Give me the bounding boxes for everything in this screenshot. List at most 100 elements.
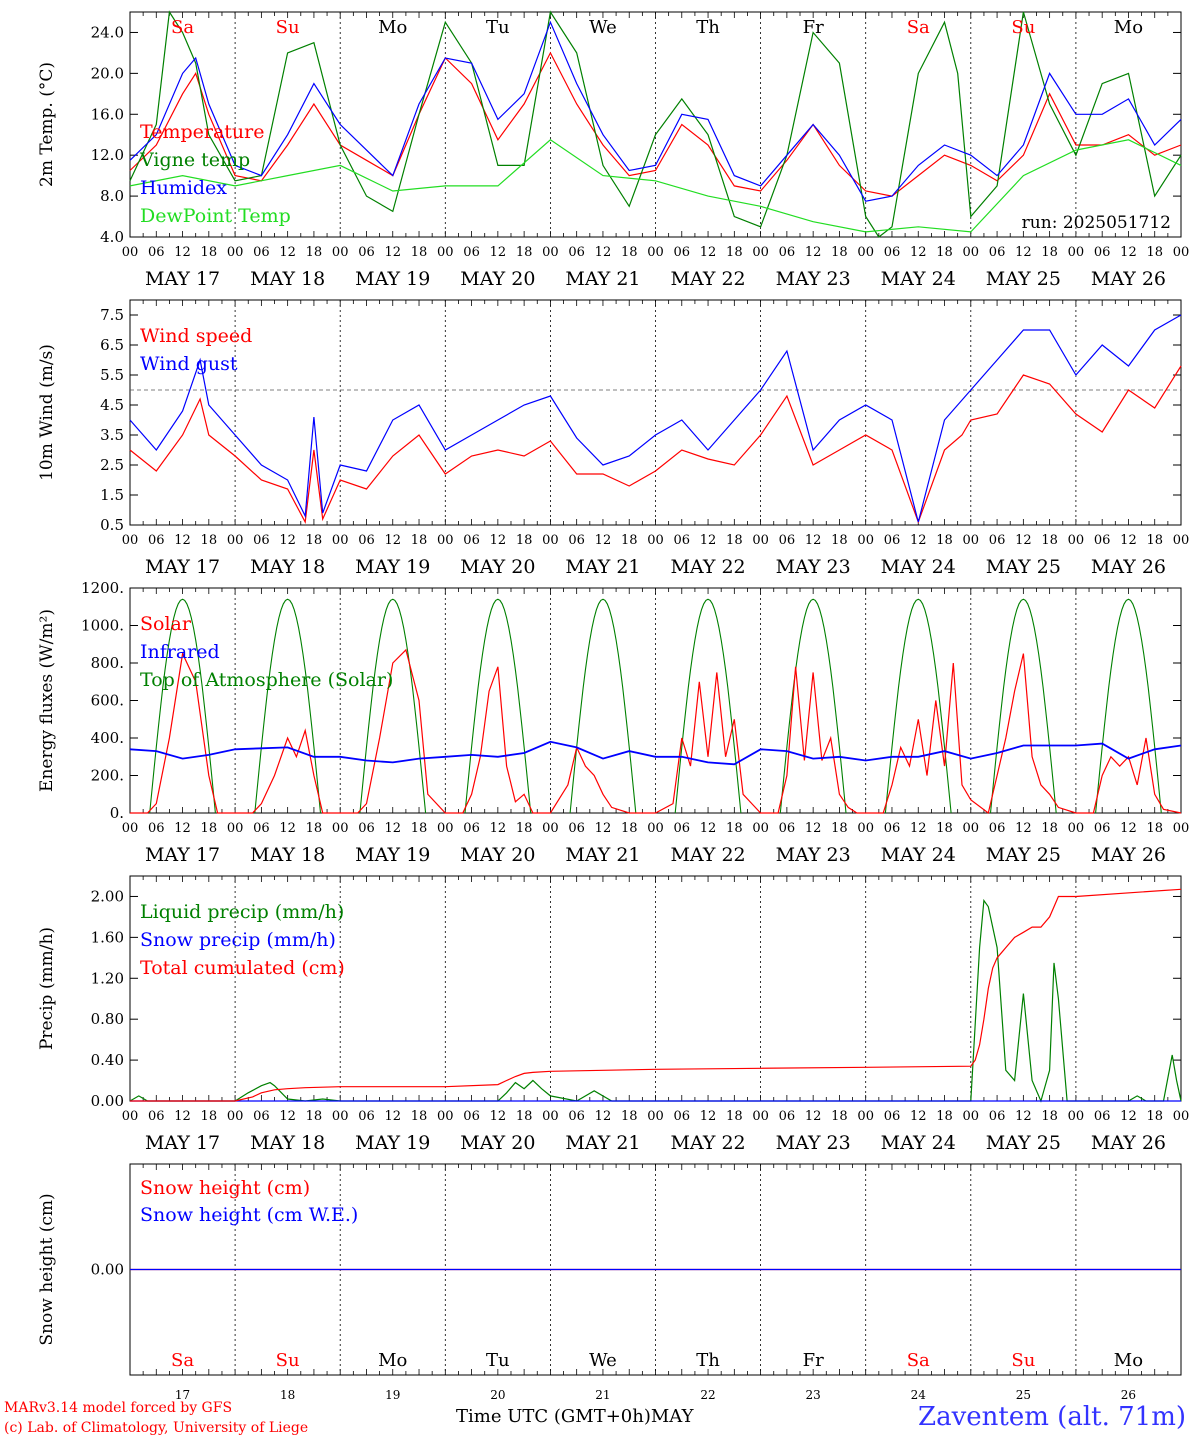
hour-tick-label: 00 [122,821,139,836]
day-name: Fr [803,17,824,38]
hour-tick-label: 18 [516,245,533,260]
hour-tick-label: 00 [752,1109,769,1124]
y-tick-label: 16.0 [91,105,124,123]
hour-tick-label: 12 [490,1109,507,1124]
hour-tick-label: 06 [148,1109,165,1124]
hour-tick-label: 12 [805,533,822,548]
date-label: MAY 23 [776,556,851,578]
series-humidex-line [129,20,1182,202]
y-tick-label: 3.5 [100,426,124,444]
hour-tick-label: 06 [358,533,375,548]
hour-tick-label: 06 [1094,533,1111,548]
hour-tick-label: 18 [1041,533,1058,548]
legend-entry: Top of Atmosphere (Solar) [140,669,393,691]
hour-tick-label: 18 [726,245,743,260]
hour-tick-label: 18 [936,821,953,836]
hour-tick-label: 18 [831,821,848,836]
hour-tick-label: 18 [516,533,533,548]
hour-tick-label: 06 [989,1109,1006,1124]
hour-tick-label: 18 [1041,1109,1058,1124]
day-name: Th [696,1350,720,1371]
day-name: Sa [171,17,194,38]
legend-entry: Total cumulated (cm) [140,957,345,979]
hour-tick-label: 06 [358,1109,375,1124]
day-name: Su [276,17,300,38]
day-number: 24 [911,1388,927,1402]
date-label: MAY 19 [355,844,430,866]
y-tick-label: 1.20 [91,969,124,987]
y-tick-label: 1000. [81,617,124,635]
hour-tick-label: 06 [463,533,480,548]
hour-tick-label: 00 [1068,1109,1085,1124]
hour-tick-label: 06 [884,533,901,548]
hour-tick-label: 06 [779,245,796,260]
hour-tick-label: 00 [437,821,454,836]
hour-tick-label: 00 [647,1109,664,1124]
hour-tick-label: 00 [963,821,980,836]
hour-tick-label: 18 [306,245,323,260]
hour-tick-label: 00 [752,245,769,260]
date-label: MAY 22 [670,844,745,866]
y-axis-label: Snow height (cm) [37,1193,57,1345]
date-label: MAY 21 [565,844,640,866]
y-axis-label: Precip (mm/h) [37,927,57,1050]
hour-tick-label: 00 [857,1109,874,1124]
hour-tick-label: 06 [253,1109,270,1124]
hour-tick-label: 12 [174,1109,191,1124]
hour-tick-label: 12 [384,533,401,548]
y-tick-label: 2.00 [91,887,124,905]
series-toa-solar-line [779,598,847,814]
series-infrared-line [129,740,1182,766]
series-toa-solar-line [1095,598,1162,814]
hour-tick-label: 18 [1146,245,1163,260]
date-label: MAY 25 [986,1132,1061,1154]
hour-tick-label: 18 [306,1109,323,1124]
hour-tick-label: 12 [384,821,401,836]
hour-tick-label: 12 [1015,533,1032,548]
hour-tick-label: 12 [1120,821,1137,836]
series-total-cumulated-cm-line [130,888,1182,1102]
hour-tick-label: 00 [963,533,980,548]
hour-tick-label: 06 [884,1109,901,1124]
hour-tick-label: 12 [490,245,507,260]
hour-tick-label: 18 [411,245,428,260]
day-name: Tu [486,1350,510,1371]
hour-tick-label: 00 [1173,533,1190,548]
hour-tick-label: 06 [148,821,165,836]
hour-tick-label: 12 [595,1109,612,1124]
hour-tick-label: 18 [621,245,638,260]
hour-tick-label: 00 [857,245,874,260]
hour-tick-label: 18 [621,533,638,548]
legend-entry: Humidex [140,177,227,199]
day-name: Mo [378,1350,407,1371]
y-tick-label: 0.40 [91,1051,124,1069]
day-number: 21 [595,1388,610,1402]
day-name: Tu [486,17,510,38]
y-tick-label: 200. [91,767,124,785]
hour-tick-label: 18 [621,1109,638,1124]
hour-tick-label: 06 [253,533,270,548]
hour-tick-label: 00 [122,245,139,260]
hour-tick-label: 12 [1015,1109,1032,1124]
hour-tick-label: 00 [1173,821,1190,836]
day-number: 25 [1016,1388,1031,1402]
hour-tick-label: 00 [963,1109,980,1124]
hour-tick-label: 18 [831,533,848,548]
y-tick-label: 20.0 [91,64,124,82]
series-vigne-temp-line [129,10,1182,238]
hour-tick-label: 12 [279,821,296,836]
y-tick-label: 800. [91,654,124,672]
hour-tick-label: 12 [1120,245,1137,260]
hour-tick-label: 12 [805,821,822,836]
hour-tick-label: 06 [568,533,585,548]
date-label: MAY 26 [1091,556,1166,578]
day-name: Su [1011,17,1035,38]
hour-tick-label: 00 [542,533,559,548]
series-solar-line [130,648,1182,815]
date-label: MAY 19 [355,1132,430,1154]
hour-tick-label: 00 [752,533,769,548]
y-tick-label: 5.5 [100,366,124,384]
date-label: MAY 22 [670,556,745,578]
date-label: MAY 26 [1091,1132,1166,1154]
legend-entry: Temperature [140,121,264,143]
